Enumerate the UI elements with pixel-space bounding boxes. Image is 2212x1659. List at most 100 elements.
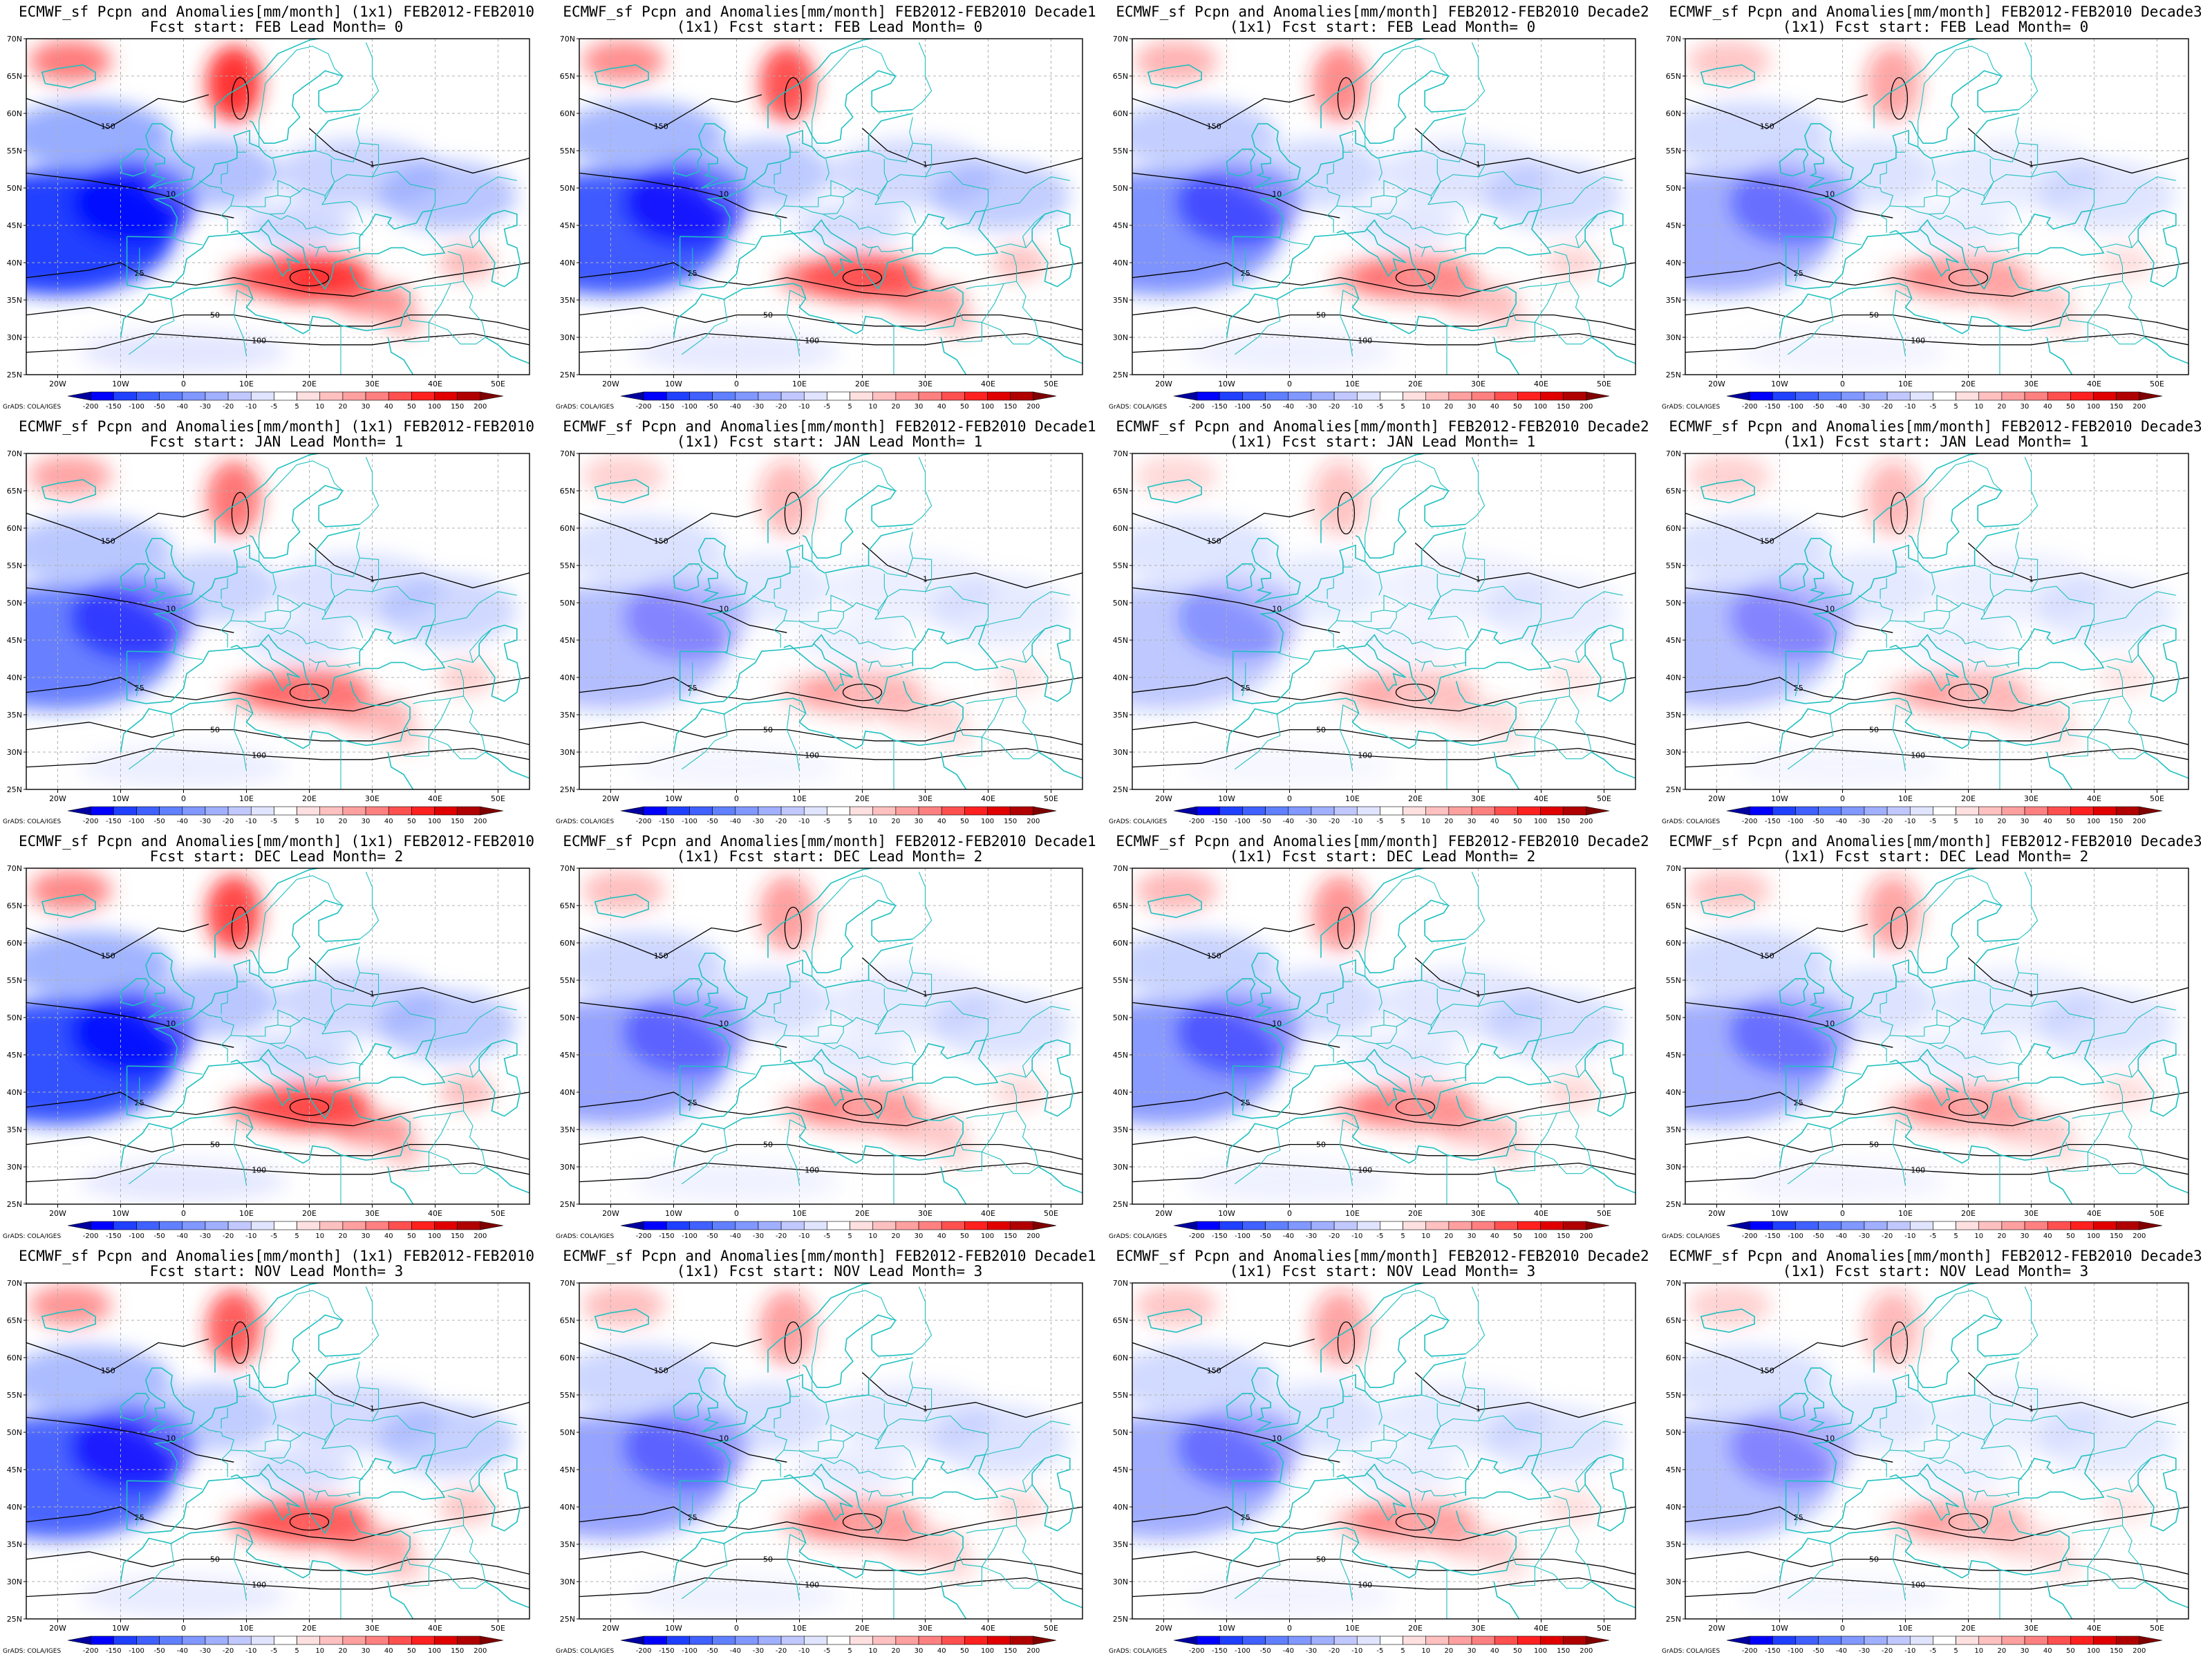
country-border [830, 1424, 854, 1440]
colorbar-label: 40 [1490, 403, 1499, 411]
lon-tick-label: 30E [1471, 794, 1485, 803]
contour-label: 150 [1760, 122, 1774, 131]
coastline [1779, 681, 2070, 753]
contour-label: 1 [2029, 989, 2034, 998]
colorbar-label: 10 [1421, 818, 1430, 825]
colorbar-label: -50 [1812, 818, 1824, 825]
map-figure: ECMWF_sf Pcpn and Anomalies[mm/month] FE… [1662, 1248, 2202, 1655]
colorbar-label: 100 [981, 1647, 994, 1655]
country-border [956, 1557, 982, 1587]
country-border [2006, 1076, 2019, 1081]
country-border [1880, 578, 1887, 599]
contour-line [1890, 1321, 1909, 1365]
colorbar-label: -10 [245, 403, 256, 411]
colorbar-label: -40 [1283, 1647, 1294, 1655]
colorbar-label: 40 [384, 818, 393, 825]
panel-title-line1: ECMWF_sf Pcpn and Anomalies[mm/month] (1… [19, 1248, 534, 1264]
coastline [1226, 266, 1517, 338]
colorbar-label: -5 [1929, 1647, 1936, 1655]
colorbar-label: 40 [384, 1647, 393, 1655]
colorbar-label: -40 [177, 818, 188, 825]
country-border [1016, 695, 1039, 753]
colorbar-label: -10 [245, 1647, 256, 1655]
colorbar-label: -20 [776, 403, 787, 411]
colorbar-label: 200 [2133, 403, 2146, 411]
anomaly-blob [1134, 870, 1218, 912]
colorbar-swatch [1586, 391, 1610, 401]
contour-label: 1 [1476, 1404, 1481, 1413]
colorbar-label: 200 [2133, 818, 2146, 825]
contour-line [842, 1512, 883, 1531]
country-border [1234, 1128, 1281, 1185]
coastline [1251, 123, 1301, 189]
colorbar-label: 20 [1445, 1647, 1454, 1655]
lat-tick-label: 50N [1666, 599, 1681, 608]
contour-line [26, 924, 209, 959]
colorbar-label: -20 [776, 1647, 787, 1655]
colorbar-swatch [987, 391, 1011, 401]
country-border [2090, 591, 2176, 626]
colorbar-swatch [227, 806, 252, 816]
colorbar-swatch [2047, 391, 2071, 401]
lon-tick-label: 10E [1898, 794, 1913, 803]
country-border [2006, 1491, 2019, 1496]
country-border [2087, 1112, 2145, 1174]
colorbar-swatch [735, 391, 759, 401]
country-border [1905, 197, 1950, 215]
coastline [230, 1058, 301, 1107]
colorbar-swatch [319, 1221, 344, 1230]
lon-tick-label: 50E [2150, 1624, 2164, 1633]
country-border [315, 117, 360, 162]
country-border [912, 42, 932, 111]
colorbar-swatch [964, 391, 988, 401]
coastline [1779, 1510, 2070, 1582]
lat-tick-label: 60N [1113, 939, 1128, 948]
country-border [799, 197, 844, 215]
contour-line [1132, 1338, 1315, 1374]
country-border [469, 1043, 492, 1078]
colorbar-label: 5 [847, 1232, 852, 1240]
panel-title-line1: ECMWF_sf Pcpn and Anomalies[mm/month] FE… [1116, 1248, 1649, 1264]
colorbar-swatch [712, 1221, 736, 1230]
lat-tick-label: 55N [7, 561, 22, 570]
country-border [463, 281, 486, 338]
country-border [1936, 180, 1960, 196]
country-border [277, 180, 301, 196]
country-border [724, 1067, 756, 1075]
colorbar-swatch [1726, 1635, 1750, 1645]
country-border [1430, 585, 1542, 626]
colorbar-label: -50 [1259, 818, 1271, 825]
coastline [214, 453, 373, 543]
country-border [2128, 1043, 2151, 1078]
country-border [2128, 214, 2151, 248]
colorbar-label: -5 [1376, 1232, 1383, 1240]
coastline [1779, 563, 1809, 592]
lat-tick-label: 60N [7, 939, 22, 948]
contour-line [579, 1162, 1082, 1183]
map-figure: ECMWF_sf Pcpn and Anomalies[mm/month] FE… [1662, 3, 2202, 411]
lon-tick-label: 10W [112, 1209, 129, 1218]
country-border [403, 727, 429, 758]
country-border [681, 299, 728, 355]
country-border [1465, 42, 1485, 111]
lon-tick-label: 10E [239, 1624, 254, 1633]
country-border [688, 247, 693, 282]
lat-tick-label: 70N [1113, 1279, 1128, 1288]
lat-tick-label: 25N [1113, 785, 1128, 794]
contour-label: 1 [370, 989, 375, 998]
country-border [1983, 573, 1994, 611]
coastline [1779, 149, 1809, 177]
colorbar-swatch [2093, 1221, 2117, 1230]
coastline [698, 953, 748, 1018]
colorbar-swatch [1864, 391, 1888, 401]
contour-line [289, 683, 330, 702]
country-border [1936, 594, 1960, 610]
colorbar-label: 20 [339, 403, 348, 411]
country-border [1022, 214, 1045, 248]
colorbar-label: -200 [1189, 818, 1205, 825]
colorbar-swatch [2139, 806, 2163, 816]
colorbar-label: -200 [636, 1647, 652, 1655]
lon-tick-label: 40E [1534, 379, 1548, 388]
anomaly-blob [206, 874, 262, 951]
